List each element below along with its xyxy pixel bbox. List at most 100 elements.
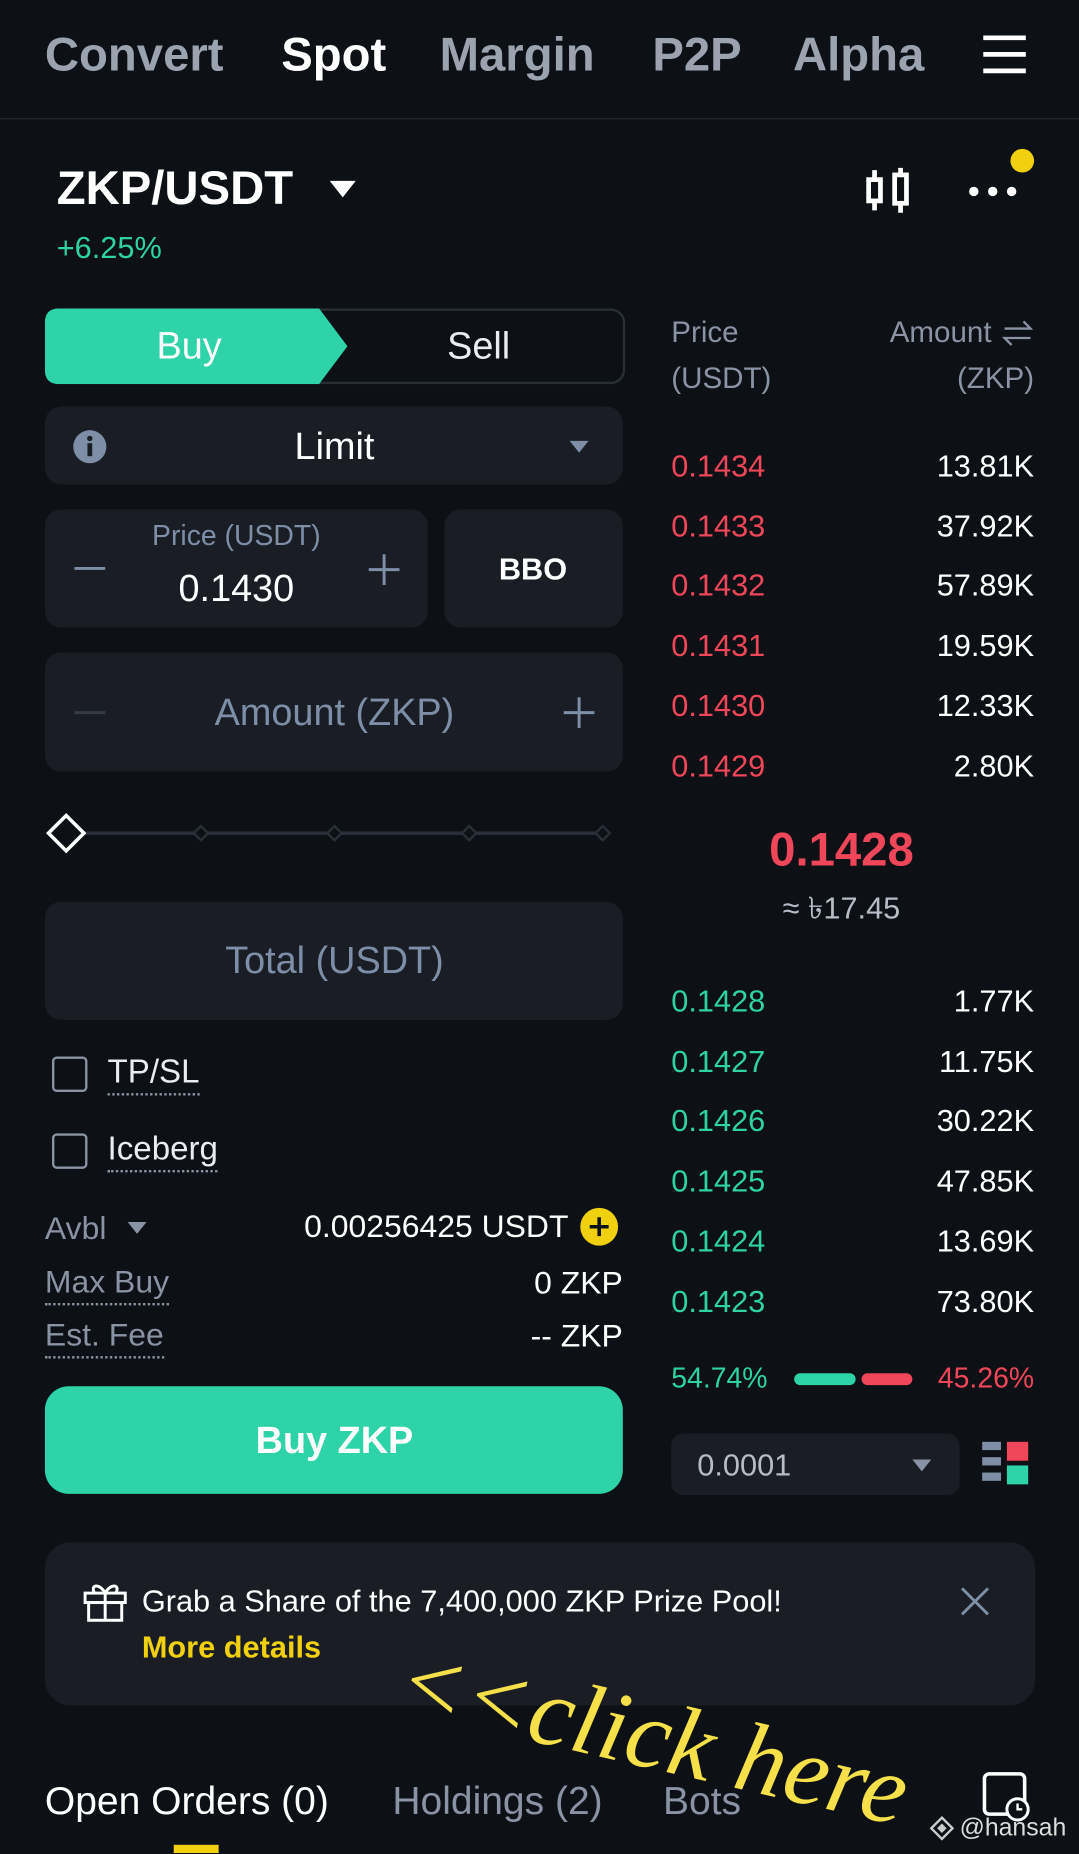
- plus-button[interactable]: [368, 553, 401, 586]
- book-row[interactable]: 0.1429 2.80K: [671, 748, 1034, 783]
- book-price: 0.1425: [671, 1163, 766, 1199]
- book-row[interactable]: 0.1430 12.33K: [671, 688, 1034, 723]
- history-icon[interactable]: [981, 1770, 1033, 1824]
- buy-button[interactable]: [44, 1386, 623, 1494]
- nav-tab[interactable]: Spot: [281, 28, 387, 81]
- avbl-value: 0.00256425 USDT: [304, 1208, 569, 1244]
- book-amount: 57.89K: [936, 567, 1035, 604]
- last-price: 0.1428: [769, 824, 914, 877]
- promo-banner[interactable]: [44, 1542, 1036, 1706]
- pair-symbol[interactable]: ZKP/USDT: [56, 162, 294, 215]
- nav-tab[interactable]: Margin: [439, 28, 595, 81]
- book-row[interactable]: 0.1424 13.69K: [671, 1223, 1034, 1258]
- book-row[interactable]: 0.1425 47.85K: [671, 1163, 1034, 1198]
- book-row[interactable]: 0.1423 73.80K: [671, 1283, 1034, 1318]
- info-icon[interactable]: [72, 429, 107, 464]
- book-row[interactable]: 0.1427 11.75K: [671, 1043, 1034, 1078]
- more-icon[interactable]: [967, 148, 1038, 207]
- book-row[interactable]: 0.1434 13.81K: [671, 448, 1034, 483]
- iceberg-label[interactable]: Iceberg: [107, 1130, 218, 1173]
- book-price: 0.1423: [671, 1282, 766, 1319]
- order-type: Limit: [294, 424, 375, 468]
- buy-tab[interactable]: Buy: [156, 324, 222, 367]
- price-unit: (USDT): [671, 362, 772, 396]
- divider: [0, 118, 1079, 120]
- swap-icon[interactable]: [1002, 319, 1033, 347]
- dropdown-arrow: [912, 1459, 932, 1472]
- max-buy-value: 0 ZKP: [534, 1265, 623, 1301]
- total-input[interactable]: [44, 901, 623, 1020]
- precision-select[interactable]: [671, 1433, 960, 1496]
- bbo-button[interactable]: [444, 509, 623, 628]
- bbo-label: BBO: [498, 551, 568, 587]
- bottom-tab[interactable]: Bots: [663, 1778, 742, 1823]
- price-input[interactable]: [44, 509, 428, 628]
- sell-tab[interactable]: Sell: [447, 324, 511, 367]
- amount-unit: (ZKP): [956, 362, 1035, 396]
- menu-icon[interactable]: [981, 33, 1028, 76]
- buy-button-label: Buy ZKP: [255, 1418, 414, 1462]
- layout-icon[interactable]: [982, 1441, 1029, 1488]
- sell-ratio: 45.26%: [937, 1362, 1035, 1395]
- bottom-tab[interactable]: Open Orders (0): [44, 1778, 329, 1823]
- gift-icon: [83, 1584, 127, 1622]
- minus-button[interactable]: [73, 700, 106, 726]
- tpsl-checkbox[interactable]: [52, 1056, 88, 1093]
- book-price: 0.1424: [671, 1222, 766, 1259]
- avbl-label[interactable]: Avbl: [44, 1210, 107, 1247]
- book-price: 0.1430: [671, 687, 766, 724]
- max-buy-label[interactable]: Max Buy: [44, 1264, 170, 1306]
- pair-dropdown[interactable]: [329, 180, 357, 199]
- book-price: 0.1431: [671, 627, 766, 664]
- book-row[interactable]: 0.1431 19.59K: [671, 628, 1034, 663]
- banner-link[interactable]: More details: [141, 1629, 322, 1665]
- nav-tab[interactable]: Convert: [44, 28, 224, 81]
- bottom-tab[interactable]: Holdings (2): [392, 1778, 603, 1823]
- book-amount: 19.59K: [936, 627, 1035, 664]
- book-amount: 1.77K: [953, 983, 1035, 1019]
- total-label: Total (USDT): [225, 938, 444, 982]
- book-price: 0.1434: [671, 447, 766, 484]
- order-type-select[interactable]: [44, 406, 623, 485]
- minus-button[interactable]: [73, 555, 106, 581]
- book-amount: 13.69K: [936, 1222, 1035, 1259]
- plus-button[interactable]: [563, 696, 596, 729]
- fee-label[interactable]: Est. Fee: [44, 1317, 164, 1359]
- book-row[interactable]: 0.1428 1.77K: [671, 983, 1034, 1018]
- book-amount: 37.92K: [936, 507, 1035, 544]
- book-row[interactable]: 0.1426 30.22K: [671, 1103, 1034, 1138]
- book-row[interactable]: 0.1433 37.92K: [671, 508, 1034, 543]
- buy-tab-bg[interactable]: [44, 308, 352, 385]
- amount-header[interactable]: Amount: [889, 316, 992, 350]
- watermark: @hansah: [959, 1814, 1067, 1842]
- chart-icon[interactable]: [863, 165, 915, 215]
- book-row[interactable]: 0.1432 57.89K: [671, 568, 1034, 603]
- fee-value: -- ZKP: [530, 1318, 623, 1354]
- book-amount: 30.22K: [936, 1103, 1035, 1139]
- close-button[interactable]: [960, 1586, 991, 1617]
- amount-input[interactable]: [44, 652, 623, 772]
- last-price-fiat: ≈ ৳17.45: [782, 889, 901, 926]
- amount-slider[interactable]: [43, 810, 622, 857]
- book-price: 0.1426: [671, 1103, 766, 1139]
- tpsl-label[interactable]: TP/SL: [107, 1053, 200, 1096]
- book-price: 0.1432: [671, 567, 766, 604]
- buy-ratio-bar: [794, 1373, 856, 1386]
- book-amount: 2.80K: [953, 747, 1035, 783]
- nav-tab[interactable]: Alpha: [793, 28, 925, 81]
- deposit-button[interactable]: [579, 1207, 619, 1247]
- book-price: 0.1427: [671, 1043, 766, 1079]
- sell-ratio-bar: [861, 1373, 913, 1386]
- iceberg-checkbox[interactable]: [52, 1133, 88, 1169]
- price-value: 0.1430: [178, 566, 295, 610]
- pair-change: +6.25%: [56, 229, 162, 266]
- buy-ratio: 54.74%: [671, 1362, 768, 1395]
- watermark-logo: [929, 1815, 955, 1841]
- book-amount: 13.81K: [936, 447, 1035, 484]
- nav-tab[interactable]: P2P: [652, 28, 742, 81]
- avbl-dropdown[interactable]: [126, 1221, 147, 1235]
- dropdown-arrow: [569, 440, 589, 453]
